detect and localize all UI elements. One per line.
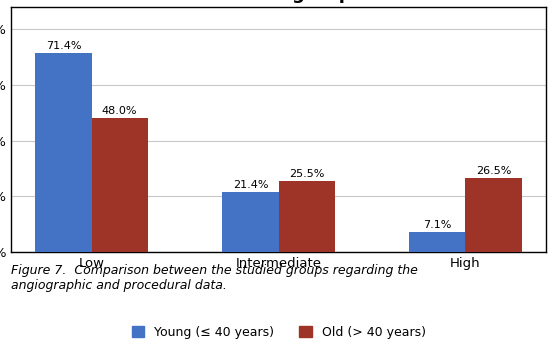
Text: 26.5%: 26.5% <box>476 166 511 176</box>
Text: Figure 7.  Comparison between the studied groups regarding the
angiographic and : Figure 7. Comparison between the studied… <box>11 264 418 292</box>
Legend: Young (≤ 40 years), Old (> 40 years): Young (≤ 40 years), Old (> 40 years) <box>131 326 426 339</box>
Title: SYNTAX group: SYNTAX group <box>206 0 351 3</box>
Text: 25.5%: 25.5% <box>289 169 324 179</box>
Text: 71.4%: 71.4% <box>46 41 81 51</box>
Bar <box>36 53 91 252</box>
Text: 21.4%: 21.4% <box>233 180 268 190</box>
Bar <box>278 181 335 252</box>
Bar <box>91 118 148 252</box>
Text: 7.1%: 7.1% <box>423 220 452 230</box>
Bar <box>409 232 466 252</box>
Text: 48.0%: 48.0% <box>102 106 138 116</box>
Bar <box>222 193 278 252</box>
Bar <box>466 178 521 252</box>
